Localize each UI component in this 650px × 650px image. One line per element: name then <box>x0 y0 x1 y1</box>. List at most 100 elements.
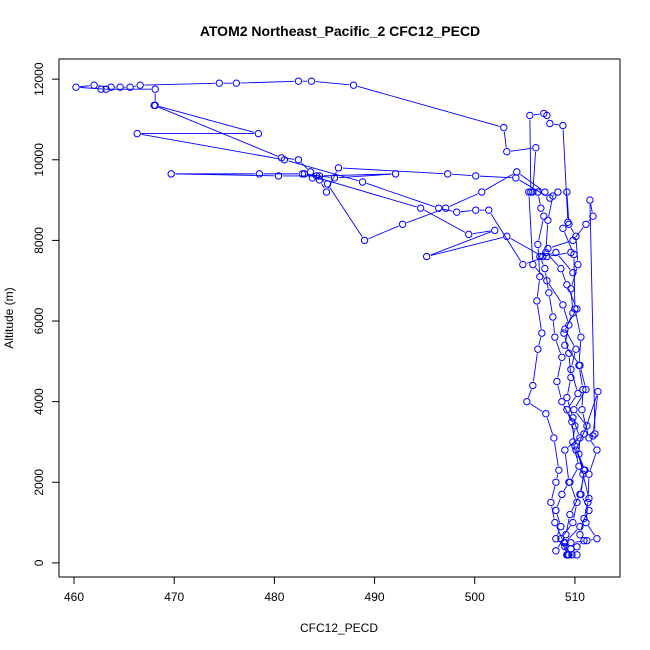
series-segment <box>589 204 596 430</box>
series-segment <box>541 260 544 265</box>
series-segment <box>548 283 561 302</box>
data-point <box>554 188 562 196</box>
series-segment <box>575 240 579 261</box>
data-point <box>546 194 554 202</box>
y-tick-label: 10000 <box>32 143 46 177</box>
data-point <box>232 79 241 87</box>
data-point <box>567 285 575 293</box>
data-point <box>591 430 599 438</box>
series-segment <box>584 395 598 431</box>
series-segment <box>587 525 595 536</box>
data-point <box>523 397 531 406</box>
series-segment <box>157 106 278 157</box>
series-segment <box>571 373 578 390</box>
series-segment <box>566 196 570 221</box>
series-segment <box>538 220 544 241</box>
series-segment <box>342 167 444 175</box>
series-segment <box>288 160 359 182</box>
data-point <box>583 537 591 545</box>
data-point <box>526 111 534 120</box>
data-point <box>584 498 592 507</box>
x-axis: 460 470 480 490 500 510 <box>64 577 585 604</box>
data-point <box>315 172 324 180</box>
data-point <box>151 85 159 93</box>
data-point <box>582 220 590 228</box>
series-segment <box>526 257 544 264</box>
data-point <box>72 83 80 91</box>
x-tick-label: 500 <box>465 590 485 604</box>
series-segment <box>545 272 549 289</box>
series-segment <box>565 316 572 330</box>
data-point <box>536 272 544 281</box>
data-point <box>136 81 144 89</box>
series-3 <box>523 109 601 559</box>
data-point <box>576 522 584 531</box>
data-point <box>577 333 585 341</box>
data-point <box>582 518 590 527</box>
data-point <box>560 329 568 337</box>
series-segment <box>557 530 560 535</box>
data-point <box>562 530 570 539</box>
data-point <box>576 434 584 442</box>
series-segment <box>545 224 549 249</box>
series-segment <box>566 518 570 531</box>
series-segment <box>568 357 572 374</box>
series-segment <box>552 321 555 334</box>
series-segment <box>368 225 399 240</box>
data-point <box>334 164 343 172</box>
series-segment <box>556 526 563 540</box>
data-point <box>563 393 571 402</box>
series-segment <box>533 113 540 116</box>
data-point <box>555 466 563 474</box>
series-segment <box>566 332 575 346</box>
series-segment <box>555 340 561 354</box>
series-segment <box>430 236 503 256</box>
data-point <box>586 196 594 204</box>
series-segment <box>552 194 555 196</box>
series-segment <box>554 442 559 467</box>
data-point <box>545 289 553 297</box>
data-point <box>579 470 587 478</box>
y-tick-label: 6000 <box>32 307 46 334</box>
series-segment <box>406 209 442 224</box>
data-point <box>527 188 535 196</box>
series-segment <box>519 179 547 197</box>
data-point <box>561 341 569 349</box>
series-segment <box>528 196 534 261</box>
x-tick-label: 480 <box>264 590 284 604</box>
data-point <box>543 252 551 261</box>
data-point <box>549 313 557 321</box>
data-point <box>500 123 508 132</box>
series-segment <box>576 412 585 423</box>
series-4 <box>150 101 593 559</box>
series-segment <box>551 486 556 499</box>
data-point <box>569 236 577 245</box>
series-segment <box>558 255 571 270</box>
data-point <box>575 450 583 458</box>
series-2 <box>72 77 593 559</box>
series-segment <box>556 498 561 507</box>
data-point <box>540 212 548 220</box>
series-segment <box>570 227 575 233</box>
series-segment <box>570 486 576 499</box>
data-point <box>102 85 110 93</box>
data-point <box>274 172 283 180</box>
data-point <box>557 522 565 531</box>
data-point <box>585 434 593 442</box>
data-point <box>593 446 601 454</box>
data-point <box>568 418 576 426</box>
series-segment <box>510 238 540 255</box>
series-segment <box>553 123 559 126</box>
data-point <box>558 353 566 362</box>
data-point <box>537 204 545 212</box>
data-point <box>465 230 473 239</box>
series-segment <box>144 82 216 86</box>
data-point <box>580 514 588 523</box>
series-segment <box>536 280 540 297</box>
series-segment <box>485 173 514 191</box>
data-point <box>547 498 555 507</box>
data-point <box>551 518 559 527</box>
data-point <box>472 206 480 214</box>
data-point <box>565 349 573 357</box>
